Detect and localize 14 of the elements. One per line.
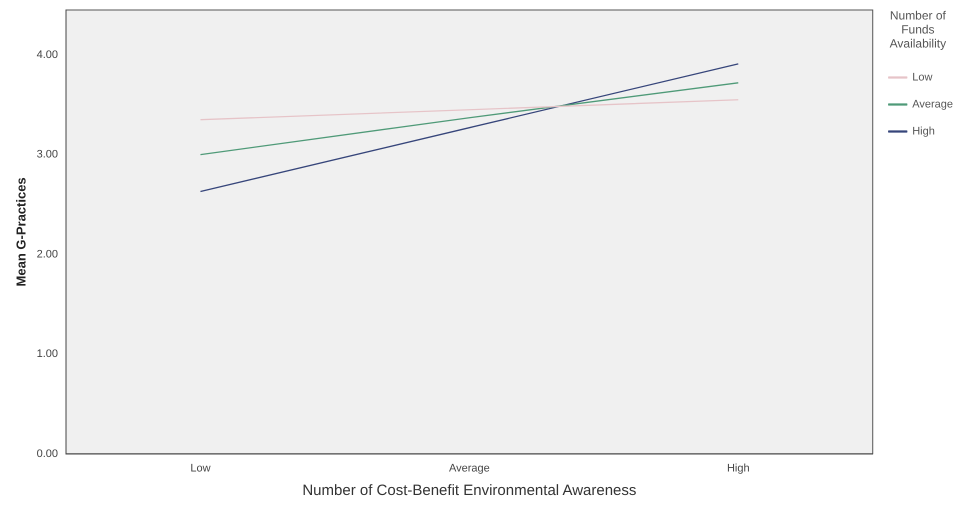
- legend-title: Number of Funds Availability: [890, 8, 947, 50]
- legend-label: Low: [912, 72, 932, 84]
- legend-label: High: [912, 126, 935, 138]
- x-tick-label: Low: [190, 462, 211, 474]
- x-axis-title: Number of Cost-Benefit Environmental Awareness: [302, 482, 636, 500]
- y-tick-label: 1.00: [36, 348, 58, 360]
- y-axis-title: Mean G-Practices: [13, 177, 28, 286]
- y-tick-label: 2.00: [36, 248, 58, 260]
- y-tick-label: 0.00: [36, 448, 58, 460]
- x-tick-label: Average: [448, 462, 490, 474]
- y-tick-label: 4.00: [36, 48, 58, 61]
- y-tick-label: 3.00: [36, 148, 58, 161]
- legend-label: Average: [912, 98, 954, 111]
- x-tick-label: High: [726, 462, 750, 474]
